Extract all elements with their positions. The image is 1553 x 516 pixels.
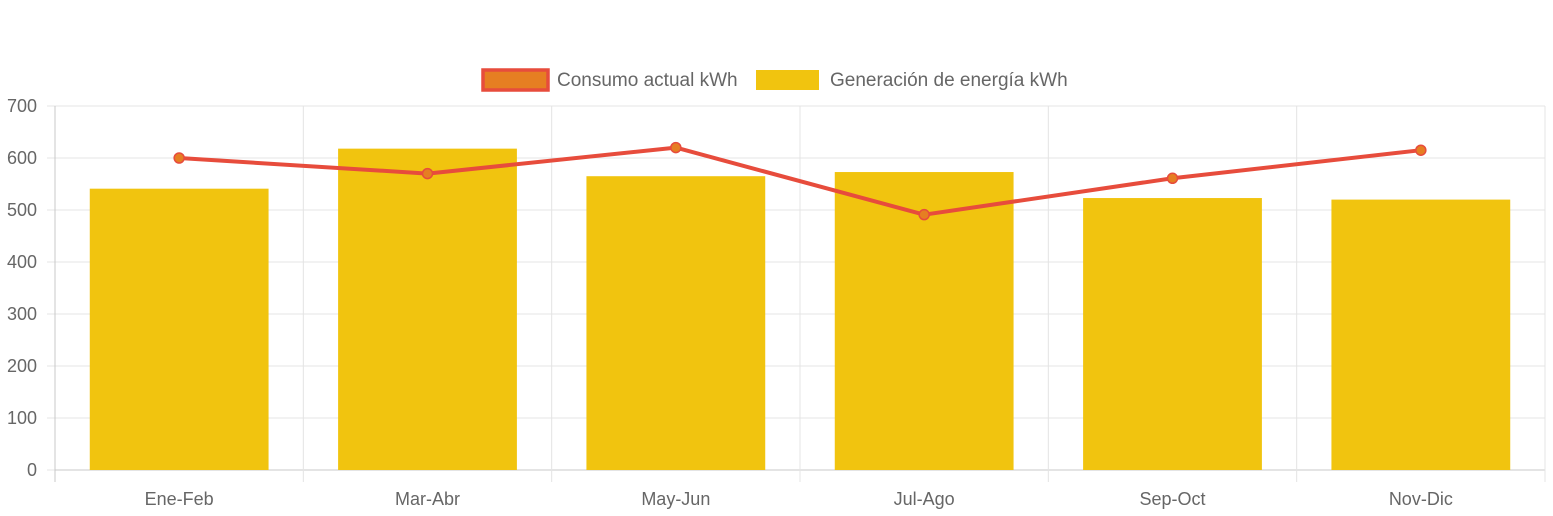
bar-generacion[interactable] xyxy=(834,172,1014,471)
point-consumo[interactable] xyxy=(918,208,930,221)
point-consumo[interactable] xyxy=(173,152,185,164)
y-axis-ticks: 0 100 200 300 400 500 600 700 xyxy=(7,96,37,480)
point-consumo[interactable] xyxy=(1166,172,1179,185)
bar-series xyxy=(89,148,1511,471)
legend-label-consumo: Consumo actual kWh xyxy=(557,70,738,91)
bar-generacion[interactable] xyxy=(338,148,517,470)
legend-label-generacion: Generación de energía kWh xyxy=(830,70,1068,91)
y-tick-label: 100 xyxy=(7,408,37,428)
y-tick-label: 0 xyxy=(27,460,37,480)
x-axis-ticks: Ene-Feb Mar-Abr May-Jun Jul-Ago Sep-Oct Nov-D… xyxy=(145,489,1453,509)
y-tick-label: 600 xyxy=(7,148,37,168)
legend-item-generacion[interactable]: Generación de energía kWh xyxy=(756,70,1068,91)
line-consumo xyxy=(179,145,1422,217)
legend-swatch-generacion xyxy=(756,70,819,90)
x-tick-label: Sep-Oct xyxy=(1139,489,1205,509)
point-consumo[interactable] xyxy=(670,141,682,154)
y-tick-label: 700 xyxy=(7,96,37,116)
y-tick-label: 300 xyxy=(7,304,37,324)
bar-generacion[interactable] xyxy=(1083,198,1262,471)
point-consumo[interactable] xyxy=(421,167,434,180)
point-consumo[interactable] xyxy=(1415,144,1427,156)
bar-generacion[interactable] xyxy=(586,176,766,470)
y-tick-label: 500 xyxy=(7,200,37,220)
y-tick-label: 200 xyxy=(7,356,37,376)
x-tick-label: Mar-Abr xyxy=(395,489,460,509)
x-tick-label: Jul-Ago xyxy=(894,489,955,509)
x-tick-label: Ene-Feb xyxy=(145,489,214,509)
legend-swatch-consumo xyxy=(481,68,550,92)
x-tick-label: May-Jun xyxy=(641,489,710,509)
x-tick-label: Nov-Dic xyxy=(1389,489,1453,509)
y-tick-label: 400 xyxy=(7,252,37,272)
bar-generacion[interactable] xyxy=(89,188,269,470)
grid-lines xyxy=(47,105,1546,482)
legend-item-consumo[interactable]: Consumo actual kWh xyxy=(481,68,738,92)
line-series xyxy=(173,141,1427,221)
bar-generacion[interactable] xyxy=(1331,199,1511,470)
legend: Consumo actual kWh Generación de energía… xyxy=(481,68,1068,92)
